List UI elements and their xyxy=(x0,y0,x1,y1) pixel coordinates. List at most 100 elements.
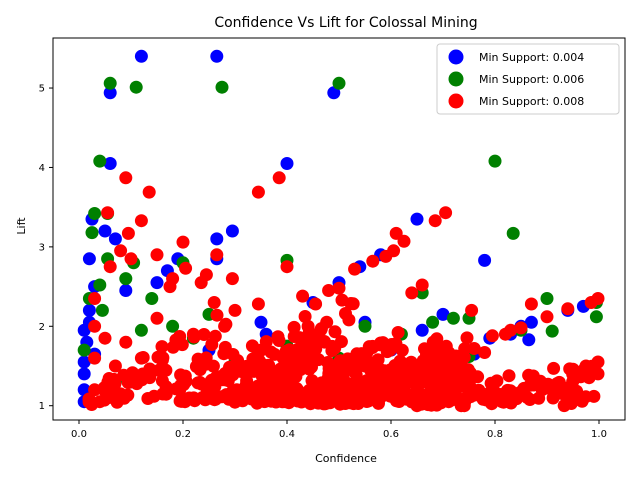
point xyxy=(199,268,213,282)
point xyxy=(429,335,443,349)
point xyxy=(461,363,475,377)
chart-title: Confidence Vs Lift for Colossal Mining xyxy=(214,15,477,31)
point xyxy=(498,327,512,341)
point xyxy=(134,351,148,365)
point xyxy=(439,206,453,220)
point xyxy=(207,296,221,309)
point xyxy=(103,76,117,90)
y-axis-label: Lift xyxy=(15,217,28,235)
x-tick-label: 0.8 xyxy=(487,429,503,440)
point xyxy=(467,342,481,355)
point xyxy=(439,339,453,353)
point xyxy=(121,388,135,402)
point xyxy=(389,226,403,240)
point xyxy=(119,284,133,297)
point xyxy=(163,280,177,294)
point xyxy=(119,335,133,349)
y-tick-label: 1 xyxy=(39,401,45,412)
legend-marker xyxy=(448,49,464,65)
point xyxy=(552,375,566,389)
point xyxy=(587,389,601,403)
legend-label: Min Support: 0.008 xyxy=(479,95,584,108)
point xyxy=(150,311,164,325)
point xyxy=(506,226,520,240)
point xyxy=(514,321,528,335)
point xyxy=(215,80,229,94)
point xyxy=(460,331,474,345)
point xyxy=(108,377,122,391)
point xyxy=(309,297,323,311)
x-tick-label: 1.0 xyxy=(591,429,607,440)
point xyxy=(426,315,440,329)
point xyxy=(150,248,164,262)
point xyxy=(591,367,605,381)
point xyxy=(457,350,471,364)
point xyxy=(93,278,107,292)
legend-label: Min Support: 0.006 xyxy=(479,73,584,86)
point xyxy=(155,340,169,354)
point xyxy=(591,292,605,305)
point xyxy=(379,249,393,263)
point xyxy=(280,375,294,389)
point xyxy=(225,224,239,238)
x-tick-label: 0.0 xyxy=(71,429,87,440)
point xyxy=(77,367,91,381)
point xyxy=(391,326,405,339)
point xyxy=(197,328,211,341)
point xyxy=(547,361,561,375)
point xyxy=(179,261,193,275)
point xyxy=(566,362,580,376)
point xyxy=(465,303,479,317)
point xyxy=(589,310,603,324)
x-tick-label: 0.4 xyxy=(279,429,295,440)
legend-marker xyxy=(448,71,464,87)
point xyxy=(85,226,99,240)
point xyxy=(134,49,148,63)
point xyxy=(262,358,276,372)
point xyxy=(296,289,310,303)
x-tick-label: 0.2 xyxy=(175,429,191,440)
point xyxy=(395,343,409,357)
point xyxy=(344,297,358,310)
point xyxy=(322,284,336,297)
point xyxy=(478,253,492,267)
point xyxy=(254,315,268,329)
point xyxy=(210,248,224,262)
point xyxy=(328,341,342,355)
point xyxy=(93,154,107,168)
point xyxy=(88,207,102,220)
series-3 xyxy=(82,171,605,413)
point xyxy=(293,363,307,377)
point xyxy=(191,352,205,366)
point xyxy=(501,383,514,397)
point xyxy=(405,286,419,300)
point xyxy=(488,154,502,168)
point xyxy=(210,49,224,63)
point xyxy=(88,351,102,365)
point xyxy=(397,234,411,248)
point xyxy=(298,310,312,323)
point xyxy=(108,359,122,373)
point xyxy=(77,355,91,369)
point xyxy=(478,346,492,359)
plot-frame xyxy=(52,37,626,421)
point xyxy=(415,323,429,337)
point xyxy=(210,232,224,246)
point xyxy=(251,185,265,199)
point xyxy=(121,226,135,240)
point xyxy=(93,395,107,409)
point xyxy=(77,343,91,357)
point xyxy=(119,272,133,286)
point xyxy=(150,276,164,290)
point xyxy=(185,392,199,406)
point xyxy=(103,157,117,170)
point xyxy=(545,324,559,338)
point xyxy=(103,86,117,100)
y-tick-label: 2 xyxy=(39,322,45,333)
y-tick-label: 3 xyxy=(39,242,45,253)
legend-marker xyxy=(448,93,464,109)
point xyxy=(295,334,309,348)
point xyxy=(457,399,471,413)
point xyxy=(280,360,294,374)
